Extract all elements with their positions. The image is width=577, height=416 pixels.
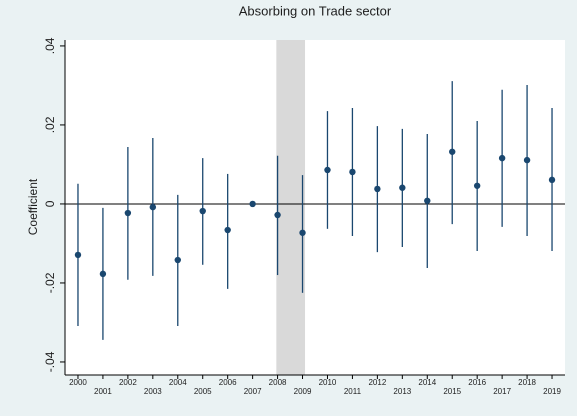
point (548, 176, 556, 184)
point (349, 168, 356, 176)
point (174, 256, 181, 264)
x-tick-label: 2017 (493, 387, 511, 396)
point (274, 211, 281, 219)
x-tick-label: 2018 (518, 378, 536, 387)
x-tick-label: 2019 (543, 387, 561, 396)
point (74, 251, 82, 259)
x-tick-label: 2006 (219, 378, 237, 387)
y-tick-label: -.04 (43, 351, 57, 372)
x-tick-label: 2014 (418, 378, 436, 387)
x-tick-label: 2008 (269, 378, 287, 387)
x-tick-label: 2011 (344, 387, 362, 396)
point (324, 166, 331, 174)
point (523, 156, 531, 164)
x-tick-label: 2012 (368, 378, 386, 387)
point (249, 200, 256, 208)
x-tick-label: 2002 (119, 378, 137, 387)
x-tick-label: 2015 (443, 387, 461, 396)
point (498, 154, 506, 162)
y-tick-label: .02 (43, 116, 57, 133)
x-tick-label: 2003 (144, 387, 162, 396)
x-tick-label: 2007 (244, 387, 262, 396)
shaded-region (276, 40, 306, 375)
point (399, 184, 406, 191)
chart-title: Absorbing on Trade sector (239, 3, 392, 18)
y-tick-label: .04 (43, 37, 57, 54)
point (99, 270, 107, 278)
x-tick-label: 2010 (319, 378, 337, 387)
point (473, 182, 481, 189)
point (149, 203, 157, 211)
y-tick-label: -.02 (43, 272, 57, 293)
x-tick-label: 2009 (294, 387, 312, 396)
x-tick-label: 2004 (169, 378, 187, 387)
x-tick-label: 2000 (69, 378, 87, 387)
point (424, 197, 431, 204)
y-axis-label: Coefficient (26, 178, 40, 235)
x-tick-label: 2013 (393, 387, 411, 396)
point (374, 185, 381, 193)
point (449, 148, 456, 155)
x-tick-label: 2001 (94, 387, 112, 396)
point (199, 207, 206, 215)
plot-area (65, 40, 565, 375)
point (224, 226, 231, 234)
y-tick-label: 0 (43, 200, 57, 207)
point (124, 209, 132, 217)
x-tick-label: 2005 (194, 387, 212, 396)
x-tick-label: 2016 (468, 378, 486, 387)
point (299, 229, 306, 236)
